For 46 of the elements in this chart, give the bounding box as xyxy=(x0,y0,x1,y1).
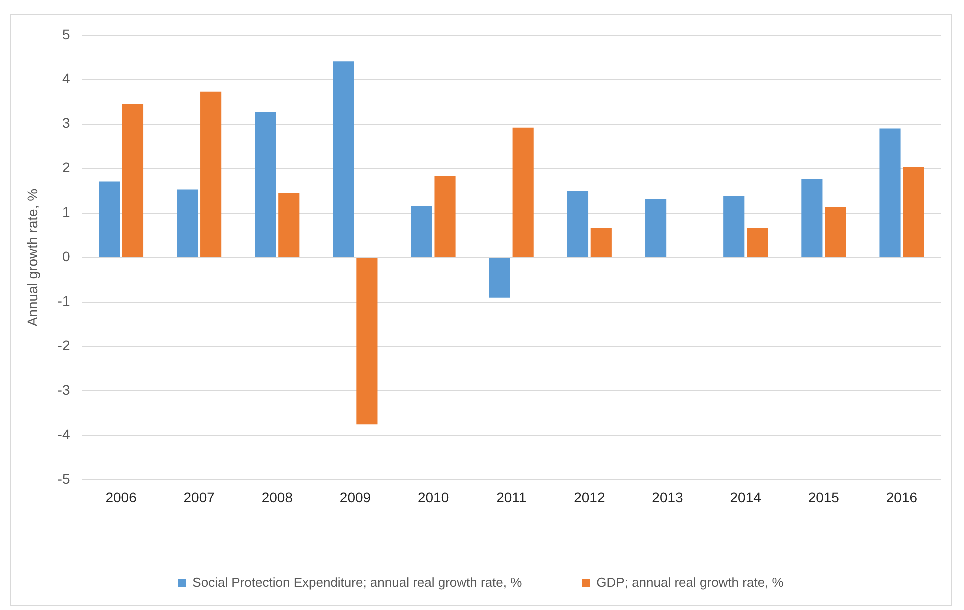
x-tick-label: 2006 xyxy=(106,489,138,506)
bar xyxy=(200,92,222,258)
legend-label: Social Protection Expenditure; annual real growth rate, % xyxy=(192,575,523,590)
bar xyxy=(880,128,901,258)
x-tick-label: 2008 xyxy=(262,489,294,506)
y-tick-label: -1 xyxy=(58,293,70,310)
bar xyxy=(512,128,534,258)
bar xyxy=(278,193,300,258)
y-tick-label: -4 xyxy=(58,426,70,443)
bar xyxy=(356,258,378,425)
bar xyxy=(255,112,276,258)
x-tick-label: 2014 xyxy=(730,489,762,506)
x-tick-label: 2010 xyxy=(418,489,450,506)
bar xyxy=(177,190,198,258)
bar xyxy=(411,206,432,258)
bar xyxy=(724,196,745,258)
y-tick-label: 4 xyxy=(62,70,70,87)
bar xyxy=(590,228,612,258)
bar xyxy=(567,192,589,258)
bar xyxy=(434,176,456,258)
y-tick-label: 1 xyxy=(62,204,70,220)
y-tick-label: -3 xyxy=(58,382,70,398)
x-tick-label: 2011 xyxy=(496,489,527,506)
x-tick-label: 2013 xyxy=(652,489,684,506)
x-tick-label: 2009 xyxy=(340,489,372,506)
y-tick-label: 2 xyxy=(62,160,70,176)
x-tick-label: 2015 xyxy=(808,489,840,506)
bar xyxy=(122,104,144,258)
x-tick-label: 2012 xyxy=(574,489,606,506)
x-tick-label: 2007 xyxy=(184,489,216,506)
bar xyxy=(646,200,667,258)
y-tick-label: -2 xyxy=(58,338,70,354)
y-axis-title: Annual growth rate, % xyxy=(24,188,40,327)
bar xyxy=(99,182,120,258)
bar xyxy=(903,167,924,258)
y-tick-label: 5 xyxy=(62,26,70,42)
x-tick-label: 2016 xyxy=(886,489,918,506)
legend-label: GDP; annual real growth rate, % xyxy=(596,575,784,590)
bar xyxy=(333,62,354,258)
bar xyxy=(489,258,510,298)
y-tick-label: 0 xyxy=(62,248,70,265)
bar xyxy=(825,207,846,258)
bar xyxy=(802,180,823,258)
y-tick-label: -5 xyxy=(58,471,70,488)
bar xyxy=(747,228,768,258)
y-tick-label: 3 xyxy=(62,115,70,132)
